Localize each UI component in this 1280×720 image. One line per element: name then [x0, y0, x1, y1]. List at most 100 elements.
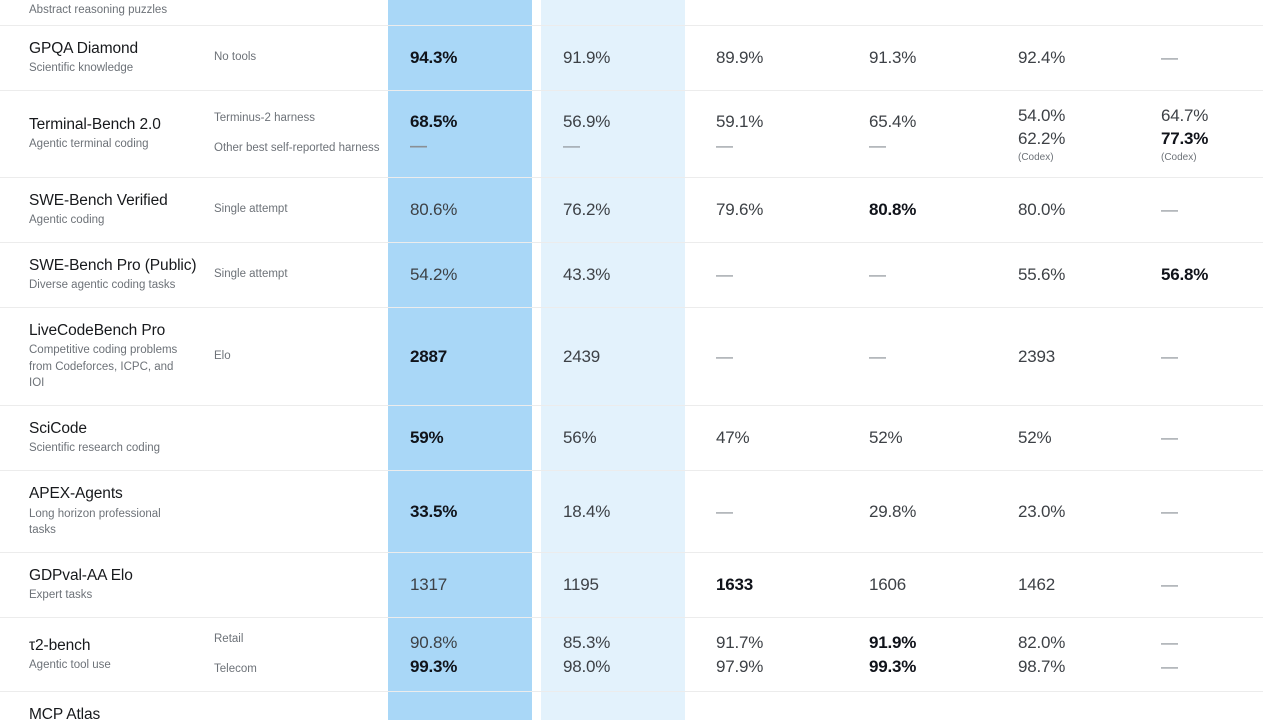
- value-text: 59.1%: [716, 112, 764, 132]
- harness-text: Single attempt: [214, 268, 288, 281]
- value-cell: 56.8%: [1143, 250, 1263, 299]
- benchmark-name: τ2-bench: [29, 636, 91, 654]
- benchmark-description: Competitive coding problems from Codefor…: [29, 344, 178, 390]
- value-text: 97.9%: [716, 656, 764, 676]
- value-cell: —: [694, 250, 847, 299]
- value-text: —: [1161, 199, 1178, 219]
- benchmark-name: MCP Atlas: [29, 706, 101, 720]
- value-text: —: [1161, 656, 1178, 676]
- benchmark-name-cell: APEX-Agents Long horizon professional tas…: [0, 471, 212, 552]
- harness-cell: No tools: [212, 36, 388, 79]
- value-cell: 54.1%: [541, 708, 694, 720]
- benchmark-description: Scientific research coding: [29, 442, 161, 455]
- value-text: 29.8%: [869, 501, 917, 521]
- value-cell: [388, 9, 541, 15]
- value-text: 2393: [1018, 346, 1056, 366]
- value-text: 56.9%: [563, 112, 611, 132]
- value-cell: 76.2%: [541, 185, 694, 234]
- value-text: 1462: [1018, 575, 1056, 595]
- harness-cell: Single attempt: [212, 253, 388, 296]
- value-text: 56.8%: [1161, 264, 1209, 284]
- value-cell: 68.5% —: [388, 97, 541, 170]
- table-row: MCP AtlasMulti-step workflows using MCP 6…: [0, 691, 1263, 720]
- value-cell: 18.4%: [541, 487, 694, 536]
- value-text: 91.9%: [563, 47, 611, 67]
- value-cell: 59.5%: [847, 708, 1000, 720]
- benchmark-name-cell: SWE-Bench Verified Agentic coding: [0, 178, 212, 242]
- table-row: SciCode Scientific research coding 59% 56% 4…: [0, 405, 1263, 471]
- benchmark-name: SWE-Bench Pro (Public): [29, 256, 197, 274]
- value-text: 80.0%: [1018, 199, 1066, 219]
- benchmark-name: Terminal-Bench 2.0: [29, 115, 161, 133]
- benchmark-name-cell: LiveCodeBench Pro Competitive coding prob…: [0, 308, 212, 405]
- value-cell: 29.8%: [847, 487, 1000, 536]
- benchmark-name: GPQA Diamond: [29, 39, 139, 57]
- value-cell: 59.1% —: [694, 97, 847, 170]
- value-text: 91.7%: [716, 633, 764, 653]
- table-row: SWE-Bench Pro (Public) Diverse agentic co…: [0, 241, 1263, 308]
- benchmark-name-cell: Abstract reasoning puzzles: [0, 0, 212, 25]
- value-text: 94.3%: [410, 47, 458, 67]
- harness-cell: Single attempt: [212, 188, 388, 231]
- value-text: 62.2%: [1018, 129, 1066, 149]
- value-cell: 92.4%: [1000, 33, 1143, 82]
- value-cell: —: [1143, 185, 1263, 234]
- benchmark-description: Diverse agentic coding tasks: [29, 279, 176, 292]
- value-text: 99.3%: [869, 656, 917, 676]
- value-text: —: [716, 501, 733, 521]
- harness-text: Other best self-reported harness: [214, 142, 380, 155]
- value-text: —: [563, 135, 580, 155]
- value-text: 64.7%: [1161, 105, 1209, 125]
- benchmark-description: Long horizon professional tasks: [29, 507, 161, 537]
- benchmark-name-cell: τ2-bench Agentic tool use: [0, 623, 212, 687]
- value-cell: 43.3%: [541, 250, 694, 299]
- value-text: —: [869, 135, 886, 155]
- value-cell: 2439: [541, 332, 694, 381]
- benchmark-name: SciCode: [29, 420, 87, 438]
- value-cell: 60.6%: [1000, 708, 1143, 720]
- value-cell: 91.9% 99.3%: [847, 618, 1000, 691]
- value-text: 65.4%: [869, 112, 917, 132]
- harness-cell: [212, 9, 388, 15]
- value-cell: 54.2%: [388, 250, 541, 299]
- benchmark-name-cell: GPQA Diamond Scientific knowledge: [0, 26, 212, 90]
- value-text: 54.2%: [410, 264, 458, 284]
- value-cell: 85.3% 98.0%: [541, 618, 694, 691]
- value-cell: 52%: [847, 413, 1000, 462]
- harness-text: Elo: [214, 349, 231, 362]
- table-row: τ2-bench Agentic tool use Retail Telecom 90.…: [0, 616, 1263, 692]
- value-text: —: [1161, 633, 1178, 653]
- value-text: 23.0%: [1018, 501, 1066, 521]
- value-cell: —: [694, 487, 847, 536]
- value-text: 98.7%: [1018, 656, 1066, 676]
- value-cell: 55.6%: [1000, 250, 1143, 299]
- value-cell: 2887: [388, 332, 541, 381]
- benchmark-description: Scientific knowledge: [29, 62, 134, 75]
- value-cell: — —: [1143, 618, 1263, 691]
- benchmark-name: GDPval-AA Elo: [29, 566, 133, 584]
- value-cell: 89.9%: [694, 33, 847, 82]
- value-cell: [541, 9, 694, 15]
- value-cell: 2393: [1000, 332, 1143, 381]
- value-text: 1633: [716, 575, 754, 595]
- harness-cell: [212, 572, 388, 598]
- value-text: 2439: [563, 346, 601, 366]
- value-cell: —: [1143, 33, 1263, 82]
- value-text: 77.3%: [1161, 129, 1209, 149]
- value-cell: 1195: [541, 560, 694, 609]
- value-cell: 91.7% 97.9%: [694, 618, 847, 691]
- value-text: 54.0%: [1018, 105, 1066, 125]
- benchmark-name-cell: SciCode Scientific research coding: [0, 406, 212, 470]
- harness-text: Terminus-2 harness: [214, 111, 315, 124]
- value-cell: 1462: [1000, 560, 1143, 609]
- benchmark-description: Agentic coding: [29, 214, 105, 226]
- value-cell: [1000, 9, 1143, 15]
- table-row: GDPval-AA Elo Expert tasks 1317 1195 1633 160…: [0, 551, 1263, 618]
- value-text: 56%: [563, 428, 597, 448]
- benchmark-name: APEX-Agents: [29, 485, 123, 503]
- value-cell: 23.0%: [1000, 487, 1143, 536]
- value-text: 52%: [869, 428, 903, 448]
- value-text: 59%: [410, 428, 444, 448]
- value-text: 68.5%: [410, 112, 458, 132]
